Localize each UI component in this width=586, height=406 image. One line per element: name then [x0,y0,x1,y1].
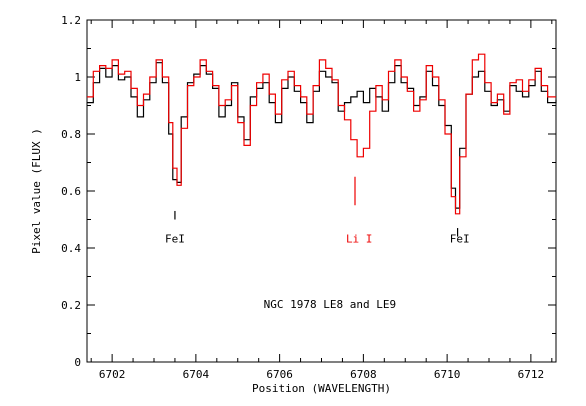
x-axis-label: Position (WAVELENGTH) [252,382,391,395]
x-tick-label: 6710 [434,368,461,381]
y-axis-label: Pixel value (FLUX ) [30,128,43,254]
annotation-text: NGC 1978 LE8 and LE9 [264,298,396,311]
y-tick-label: 1.2 [61,14,81,27]
annotation-text: FeI [165,232,185,245]
annotations: FeI Li I FeI NGC 1978 LE8 and LE9 [165,232,470,311]
x-tick-label: 6708 [350,368,377,381]
x-tick-label: 6712 [518,368,545,381]
y-tick-label: 0.4 [61,242,81,255]
x-tick-label: 6702 [99,368,126,381]
series-line-2 [87,53,556,215]
annotation-text: Li I [346,232,373,245]
y-tick-label: 0.6 [61,185,81,198]
axis-ticks: 0 0.2 0.4 0.6 0.8 1 1.2 6702 6704 6706 6708 6710 671… [61,14,556,381]
series-line-1 [87,62,557,209]
y-tick-label: 0.8 [61,128,81,141]
annotation-text: FeI [450,232,470,245]
y-tick-label: 0.2 [61,299,81,312]
x-tick-label: 6704 [183,368,210,381]
x-tick-label: 6706 [266,368,293,381]
series-group [87,53,557,215]
y-tick-label: 0 [74,356,81,369]
y-tick-label: 1 [74,71,81,84]
line-markers [174,176,459,237]
